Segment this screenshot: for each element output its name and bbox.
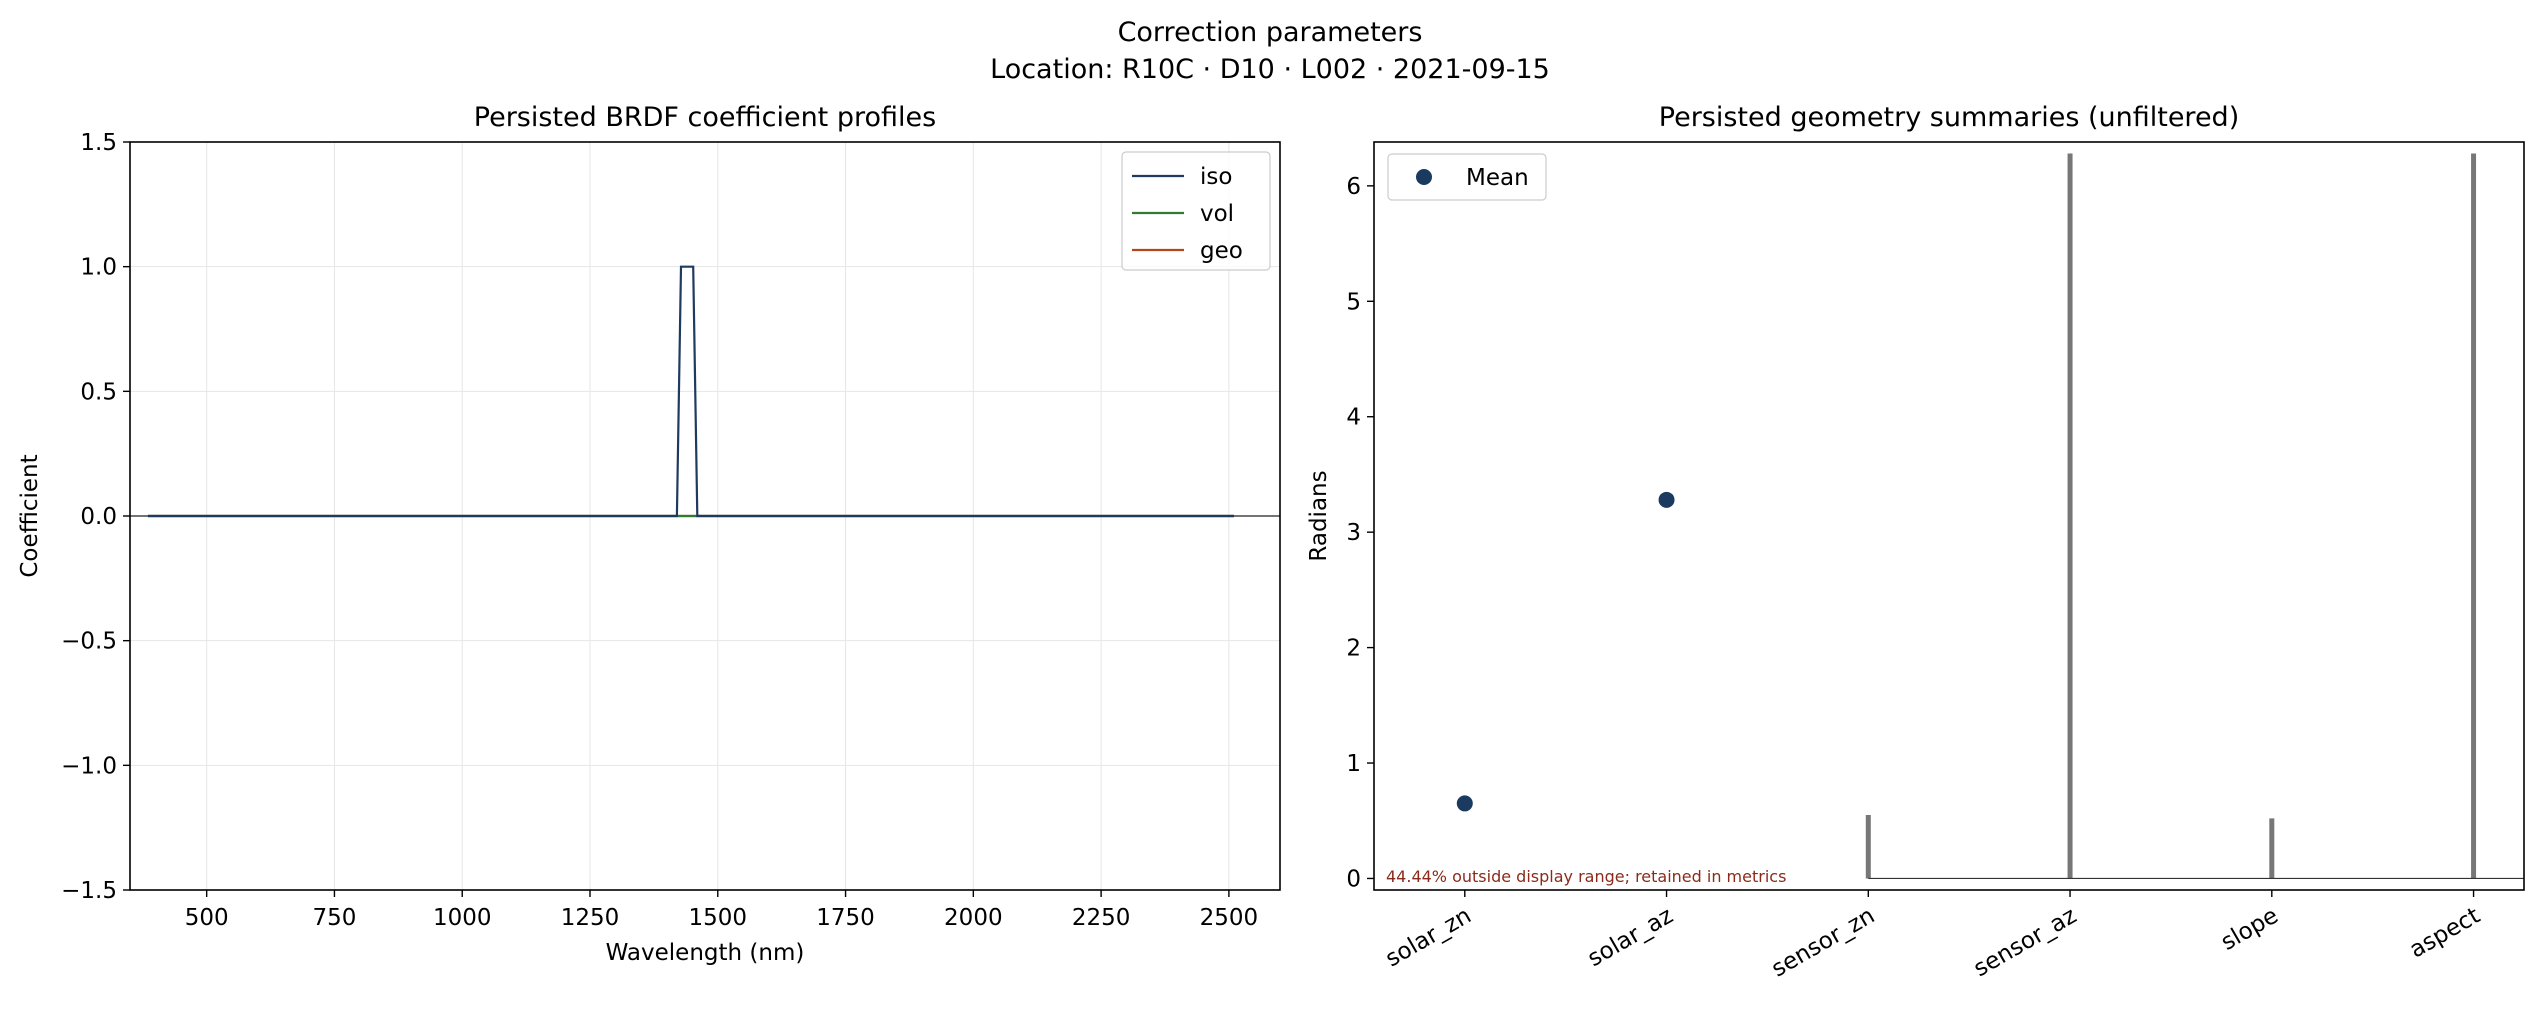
y-tick-label: −1.5 (61, 878, 117, 904)
x-tick-label-sensor_zn: sensor_zn (1767, 903, 1879, 983)
y-tick-label: 2 (1346, 636, 1361, 662)
chart-title: Persisted BRDF coefficient profiles (474, 102, 936, 133)
y-tick-label: 1.5 (80, 130, 117, 156)
annotation-text: 44.44% outside display range; retained i… (1386, 867, 1786, 886)
x-axis-label: Wavelength (nm) (606, 940, 805, 966)
points-group (1456, 491, 1675, 812)
legend: iso vol geo (1121, 151, 1271, 271)
legend-swatch-Mean (1416, 169, 1432, 185)
legend: Mean (1387, 153, 1547, 201)
x-tick-label: 1000 (433, 905, 492, 931)
x-tick-label: 2500 (1200, 905, 1259, 931)
legend-label-geo: geo (1200, 238, 1243, 264)
x-tick-label-solar_az: solar_az (1583, 903, 1677, 972)
y-tick-label: −1.0 (61, 753, 117, 779)
y-tick-label: 6 (1346, 174, 1361, 200)
brdf-coefficient-chart: 500 750 1000 1250 1500 1750 2000 2250 2500 −1.5−… (17, 102, 1281, 966)
x-tick-label-sensor_az: sensor_az (1969, 903, 2081, 982)
y-tick-label: 0 (1346, 866, 1361, 892)
y-tick-label: 1 (1346, 751, 1361, 777)
x-axis: 500 750 1000 1250 1500 1750 2000 2250 2500 (185, 890, 1258, 931)
annotation: 44.44% outside display range; retained i… (1382, 864, 1834, 888)
y-axis-label: Radians (1306, 470, 1332, 561)
series-group (147, 265, 1234, 518)
y-tick-label: 4 (1346, 405, 1361, 431)
x-tick-label: 2250 (1072, 905, 1131, 931)
y-axis: −1.5 −1.0 −0.5 0.0 0.5 1.0 1.5 (61, 130, 130, 904)
y-axis: 0 1 2 3 4 5 6 (1346, 174, 1374, 892)
legend-label-vol: vol (1200, 201, 1234, 227)
y-tick-label: 5 (1346, 289, 1361, 315)
x-tick-label: 500 (185, 905, 229, 931)
x-tick-label: 2000 (944, 905, 1003, 931)
x-tick-label: 1250 (561, 905, 620, 931)
annotation-box (1382, 864, 1834, 888)
x-axis: solar_zn solar_az sensor_zn sensor_az slope a… (1381, 890, 2485, 983)
point-solar_zn (1456, 795, 1473, 812)
legend-box (1121, 151, 1271, 271)
x-tick-label-slope: slope (2217, 903, 2283, 956)
figure-title: Correction parameters (1118, 17, 1423, 48)
point-solar_az (1658, 491, 1675, 508)
y-tick-label: 0.5 (80, 379, 117, 405)
axes-frame (1373, 141, 2525, 891)
y-tick-label: −0.5 (61, 629, 117, 655)
x-tick-label: 1750 (816, 905, 875, 931)
figure-subtitle: Location: R10C · D10 · L002 · 2021-09-15 (990, 54, 1550, 85)
series-line-iso (147, 265, 1234, 518)
legend-label-iso: iso (1200, 164, 1232, 190)
y-axis-label: Coefficient (17, 454, 43, 577)
legend-label-Mean: Mean (1466, 165, 1529, 191)
y-tick-label: 0.0 (80, 504, 117, 530)
chart-title: Persisted geometry summaries (unfiltered… (1659, 102, 2239, 133)
x-tick-label-solar_zn: solar_zn (1381, 903, 1476, 973)
geometry-summary-chart: solar_zn solar_az sensor_zn sensor_az slope a… (1306, 102, 2525, 983)
y-tick-label: 1.0 (80, 255, 117, 281)
x-tick-label: 750 (312, 905, 356, 931)
x-tick-label-aspect: aspect (2405, 903, 2484, 964)
y-tick-label: 3 (1346, 520, 1361, 546)
ranges-group (1865, 153, 2477, 879)
legend-box (1387, 153, 1547, 201)
x-tick-label: 1500 (689, 905, 748, 931)
